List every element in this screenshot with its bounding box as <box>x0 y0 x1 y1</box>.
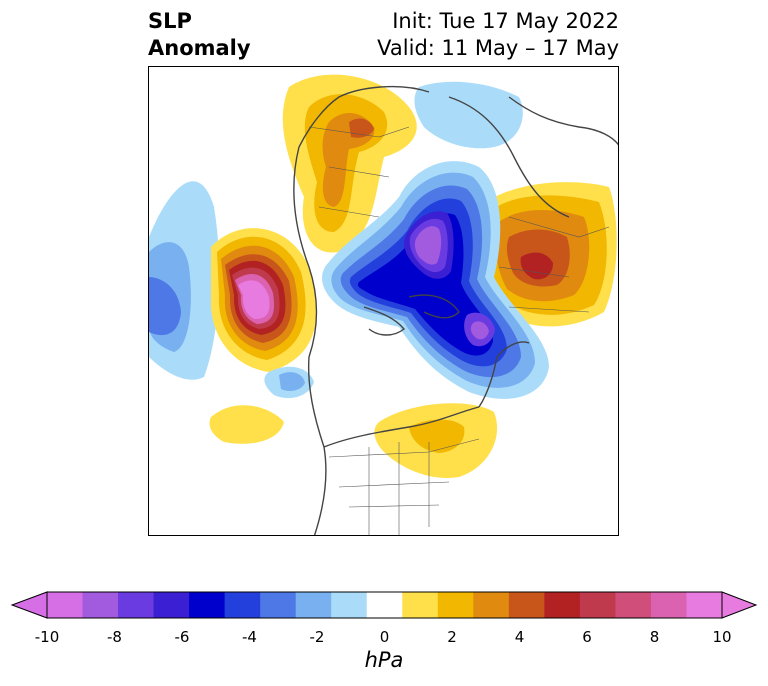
colorbar-segment <box>295 592 332 618</box>
colorbar-segment <box>402 592 439 618</box>
map-title-left: SLP Anomaly <box>148 8 251 62</box>
colorbar-tick-label: 8 <box>649 628 660 646</box>
anomaly-eastern-us-high <box>374 403 498 478</box>
colorbar-tick-label: -10 <box>34 628 60 646</box>
colorbar <box>10 591 758 619</box>
political-borders <box>308 126 610 535</box>
anomaly-east-asia-high <box>474 182 617 327</box>
colorbar-tick-label: 6 <box>582 628 592 646</box>
anomaly-pacific-west <box>149 181 220 380</box>
colorbar-tick-label: 4 <box>514 628 525 646</box>
colorbar-segment <box>579 592 616 618</box>
colorbar-extend-min <box>10 591 48 619</box>
colorbar-segment <box>615 592 652 618</box>
slp-anomaly-map <box>148 66 619 536</box>
colorbar-segment <box>650 592 687 618</box>
title-slp: SLP <box>148 9 192 33</box>
title-anomaly: Anomaly <box>148 36 251 60</box>
colorbar-tick-label: -6 <box>174 628 190 646</box>
colorbar-segment <box>82 592 119 618</box>
anomaly-small-low <box>264 366 314 399</box>
anomaly-arctic-light-blue <box>414 81 523 149</box>
colorbar-segment <box>473 592 510 618</box>
valid-range: Valid: 11 May – 17 May <box>377 36 619 60</box>
colorbar-segment <box>686 592 723 618</box>
colorbar-tick-label: -8 <box>107 628 122 646</box>
colorbar-tick-label: 2 <box>447 628 457 646</box>
map-canvas <box>149 74 618 535</box>
colorbar-segment <box>437 592 474 618</box>
colorbar-extend-max <box>721 591 758 619</box>
anomaly-arctic-low <box>322 161 549 399</box>
colorbar-segment <box>544 592 581 618</box>
colorbar-segment <box>366 592 403 618</box>
colorbar-outline <box>46 591 723 619</box>
colorbar-tick-label: -2 <box>309 628 325 646</box>
colorbar-tick-label: -4 <box>242 628 257 646</box>
anomaly-pacific-south-high <box>209 405 284 444</box>
colorbar-segment <box>260 592 297 618</box>
colorbar-segment <box>508 592 545 618</box>
colorbar-segment <box>189 592 226 618</box>
map-title-right: Init: Tue 17 May 2022 Valid: 11 May – 17… <box>377 8 619 62</box>
anomaly-gulf-of-alaska-high <box>210 228 317 372</box>
colorbar-segment <box>153 592 190 618</box>
colorbar-segment <box>47 592 84 618</box>
colorbar-segment <box>118 592 155 618</box>
init-date: Init: Tue 17 May 2022 <box>392 9 619 33</box>
colorbar-segment <box>224 592 261 618</box>
colorbar-tick-label: 0 <box>379 628 390 646</box>
colorbar-segment <box>331 592 368 618</box>
coastlines <box>293 85 618 535</box>
colorbar-tick-label: 10 <box>712 628 732 646</box>
colorbar-unit-label: hPa <box>364 648 404 672</box>
